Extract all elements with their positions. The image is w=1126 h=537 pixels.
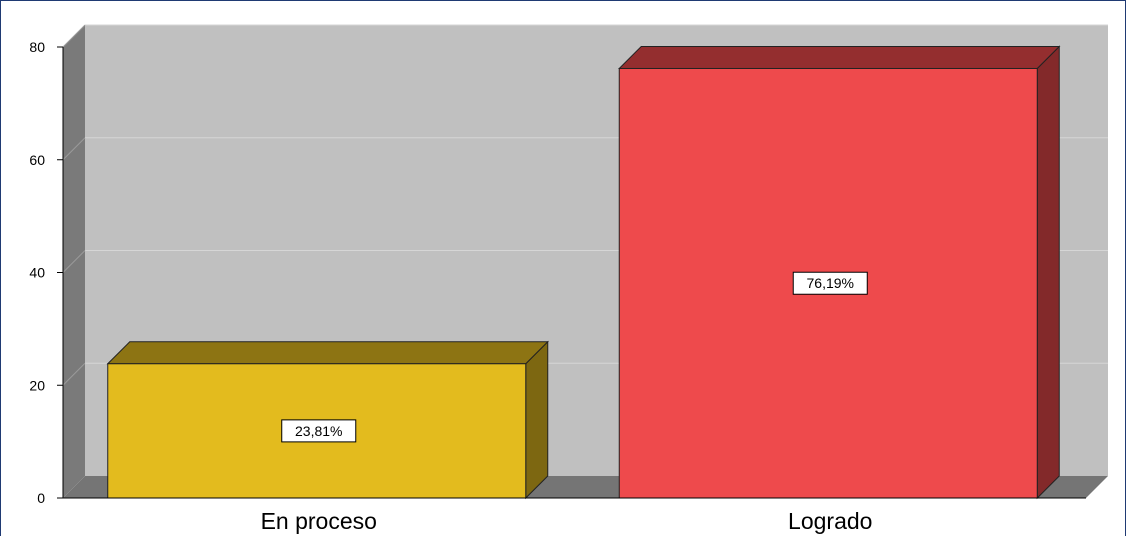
bar-2: 76,19% xyxy=(618,45,1061,500)
y-axis: 0 20 40 60 80 xyxy=(29,39,64,506)
gridline-wall-40 xyxy=(62,250,86,273)
bar-top xyxy=(106,341,549,365)
data-label-text: 23,81% xyxy=(295,423,342,439)
gridline-wall-60 xyxy=(62,137,86,161)
bar-side xyxy=(525,340,549,500)
bar-top xyxy=(618,45,1061,69)
bar-side xyxy=(1036,45,1060,500)
y-tick-label-80: 80 xyxy=(29,39,45,55)
y-tick-label-0: 0 xyxy=(37,490,45,506)
data-label-1: 23,81% xyxy=(281,419,357,443)
x-tick-label-1: En proceso xyxy=(261,508,377,534)
gridline-wall-20 xyxy=(62,362,86,386)
gridline-wall-80 xyxy=(62,24,86,48)
bars: 23,81% 76,19% xyxy=(106,45,1061,500)
data-label-text: 76,19% xyxy=(807,275,854,291)
x-axis: En proceso Logrado xyxy=(63,497,1086,534)
bar-1: 23,81% xyxy=(106,340,549,500)
data-label-box xyxy=(281,419,357,443)
data-label-box xyxy=(792,271,868,295)
y-tick-label-40: 40 xyxy=(29,265,45,281)
data-label-2: 76,19% xyxy=(792,271,868,295)
x-tick-label-2: Logrado xyxy=(788,508,872,534)
y-tick-label-60: 60 xyxy=(29,152,45,168)
y-tick-label-20: 20 xyxy=(29,377,45,393)
